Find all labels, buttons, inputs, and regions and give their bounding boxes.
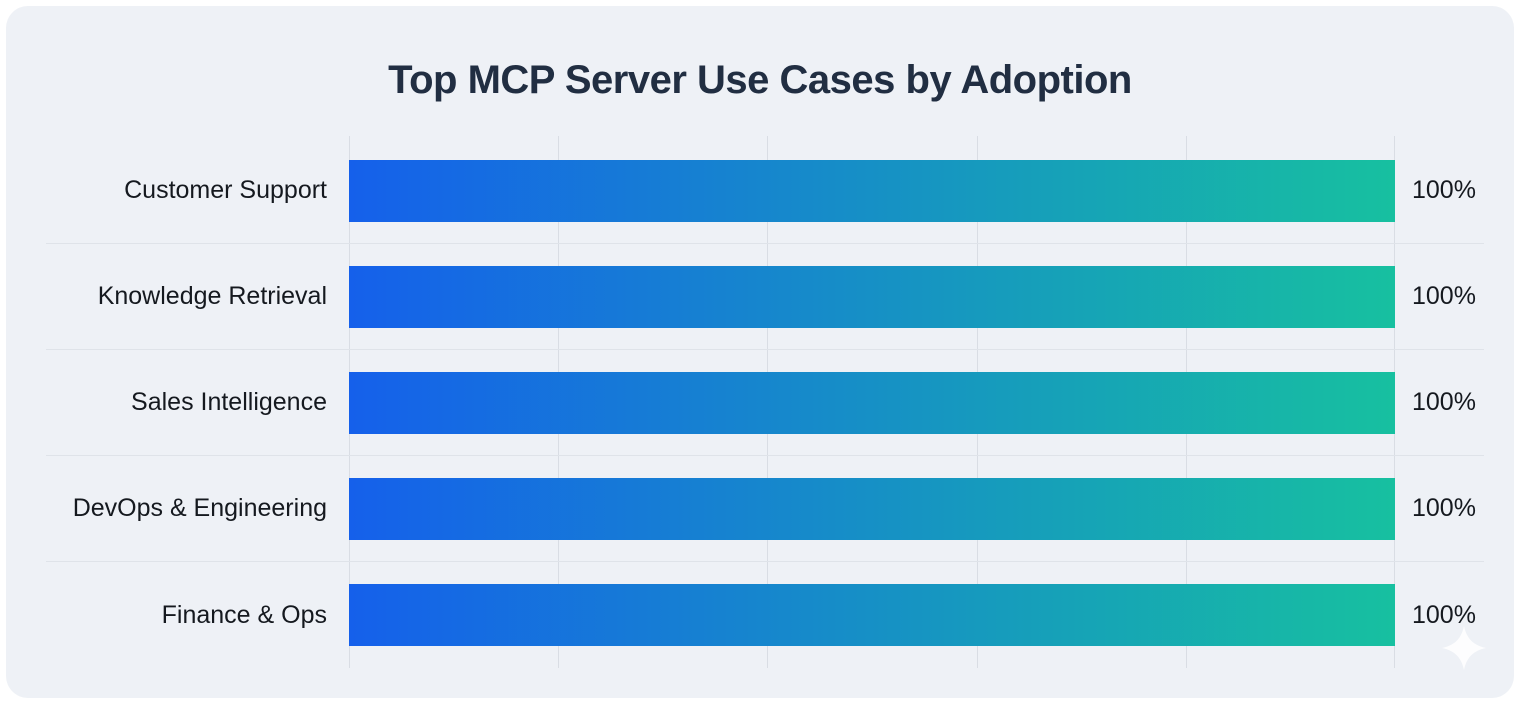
bar-track <box>349 477 1395 540</box>
category-label: Finance & Ops <box>161 600 327 629</box>
chart-card: Top MCP Server Use Cases by Adoption Cus… <box>6 6 1514 698</box>
chart-row: Knowledge Retrieval 100% <box>46 244 1484 350</box>
bar <box>349 265 1395 328</box>
value-label: 100% <box>1412 494 1476 522</box>
bar-chart: Customer Support 100% Knowledge Retrieva… <box>46 136 1484 668</box>
chart-row: DevOps & Engineering 100% <box>46 456 1484 562</box>
category-label: DevOps & Engineering <box>72 494 327 522</box>
bar-track <box>349 371 1395 434</box>
bar <box>349 371 1395 434</box>
value-label: 100% <box>1412 176 1476 204</box>
chart-row: Customer Support 100% <box>46 138 1484 244</box>
value-label: 100% <box>1412 600 1476 629</box>
bar <box>349 477 1395 540</box>
chart-title: Top MCP Server Use Cases by Adoption <box>388 58 1132 102</box>
bar-track <box>349 265 1395 328</box>
category-label: Knowledge Retrieval <box>97 282 327 310</box>
bar <box>349 584 1395 646</box>
bar-track <box>349 159 1395 222</box>
chart-rows: Customer Support 100% Knowledge Retrieva… <box>46 138 1484 668</box>
bar-track <box>349 584 1395 646</box>
bar <box>349 159 1395 222</box>
category-label: Customer Support <box>124 176 327 204</box>
value-label: 100% <box>1412 282 1476 310</box>
value-label: 100% <box>1412 388 1476 416</box>
chart-row: Finance & Ops 100% <box>46 562 1484 668</box>
chart-row: Sales Intelligence 100% <box>46 350 1484 456</box>
category-label: Sales Intelligence <box>131 388 327 416</box>
sparkle-icon <box>1442 626 1486 670</box>
